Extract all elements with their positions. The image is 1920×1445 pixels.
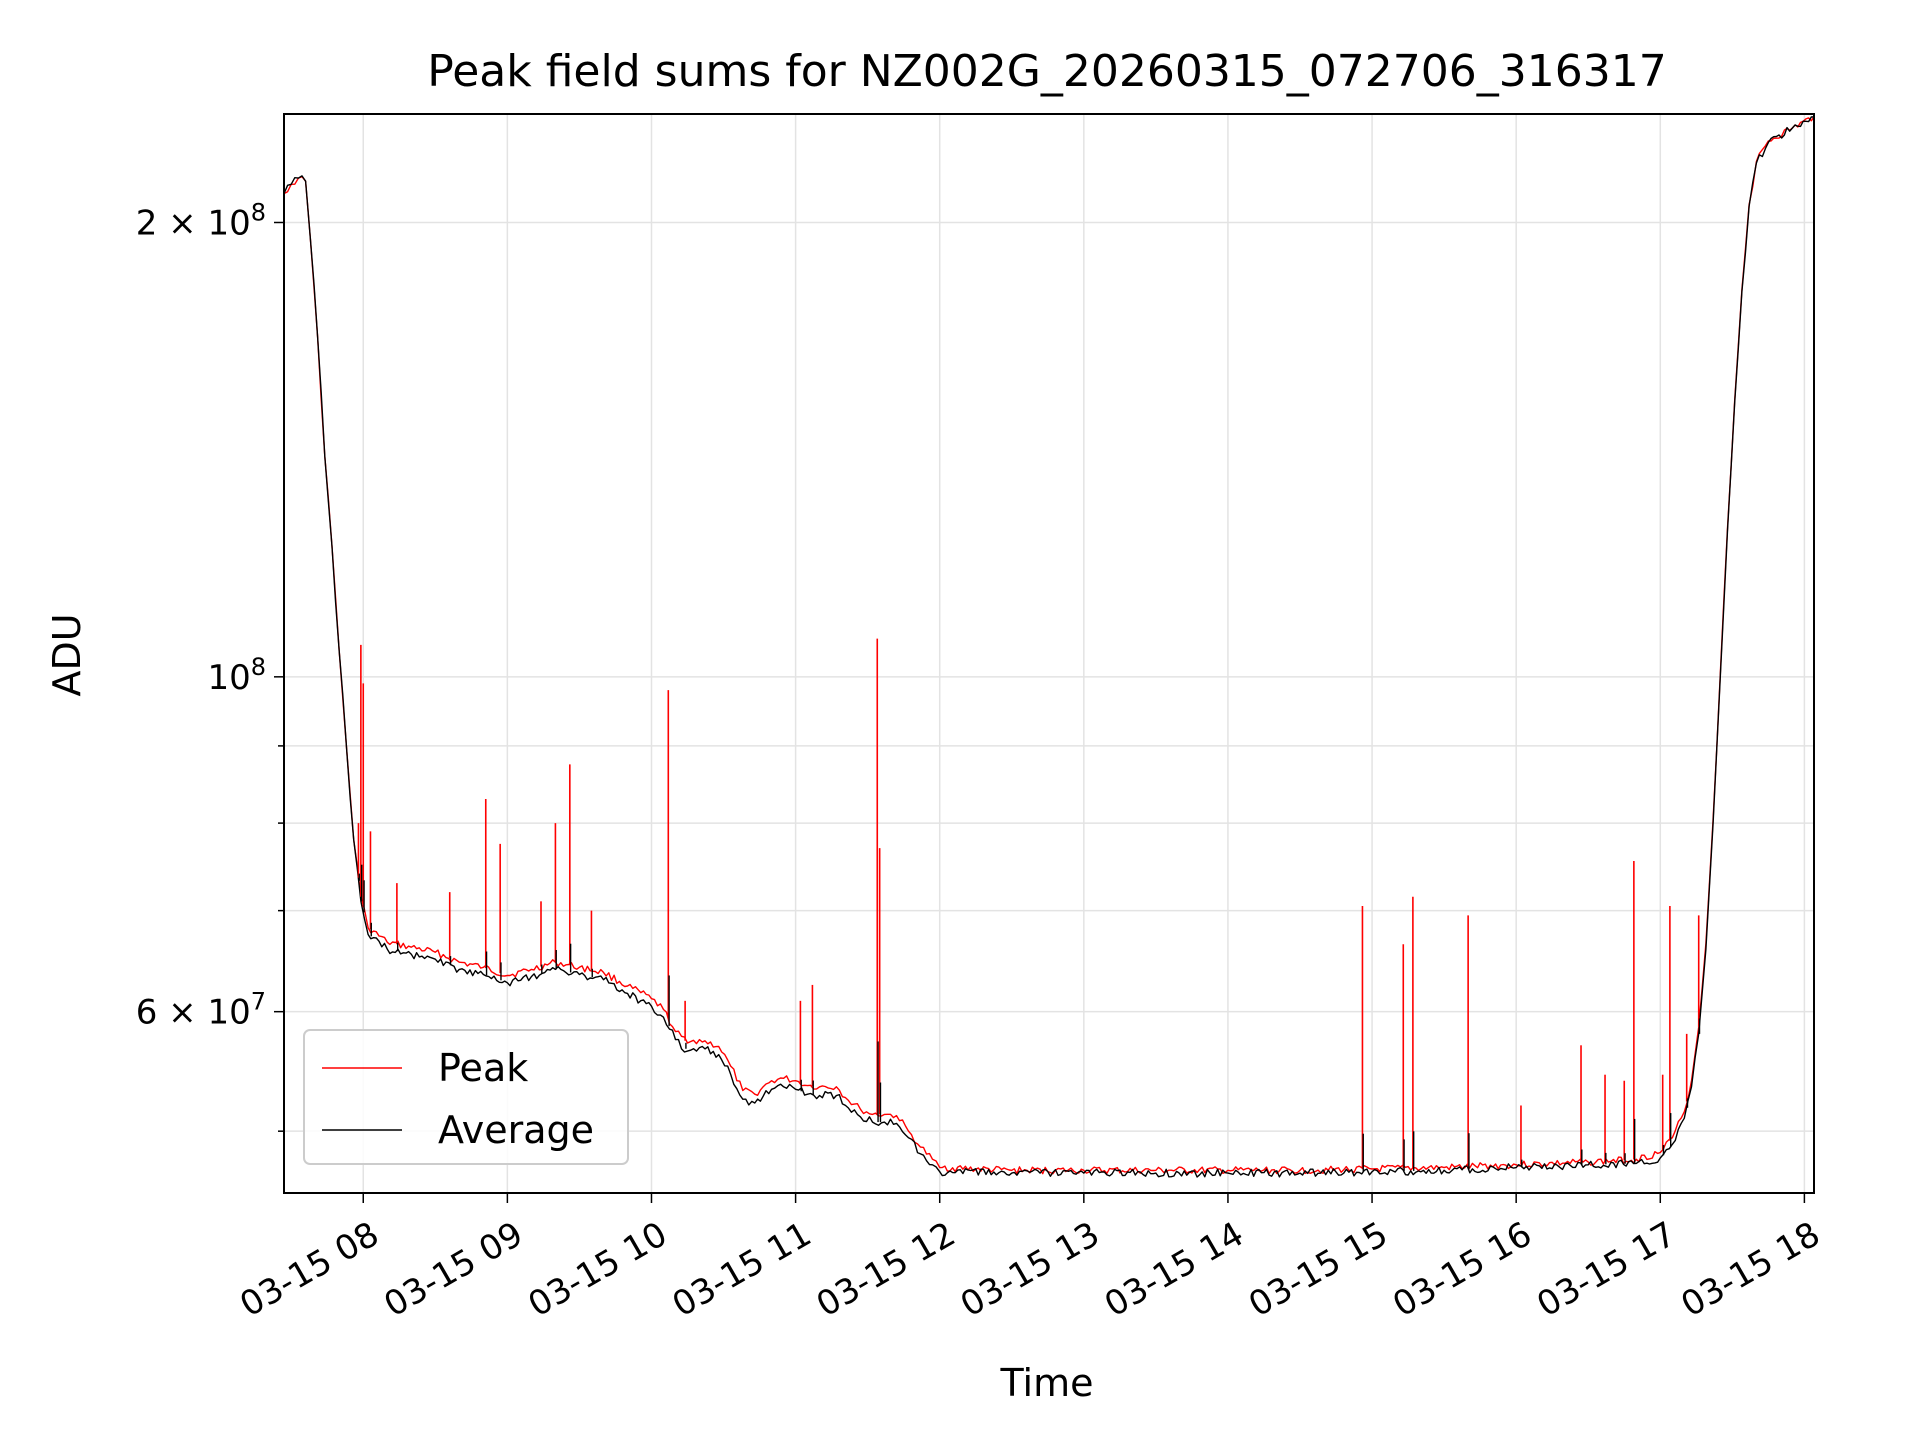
y-tick-label: 2 × 108: [136, 198, 266, 243]
legend-label-average: Average: [438, 1108, 594, 1152]
y-tick-label: 108: [207, 653, 266, 698]
y-tick-times-ten: × 10: [157, 203, 250, 243]
y-tick-exponent: 7: [251, 988, 266, 1016]
y-tick-exponent: 8: [251, 653, 266, 681]
y-tick-label: 6 × 107: [136, 988, 266, 1033]
y-axis-label: ADU: [45, 613, 89, 696]
series-group: [284, 116, 1814, 1178]
average-line: [284, 116, 1814, 1178]
x-axis-label: Time: [1000, 1361, 1094, 1405]
y-tick-mantissa: 2: [136, 203, 158, 243]
y-tick-times-ten: × 10: [157, 993, 250, 1033]
legend-label-peak: Peak: [438, 1046, 528, 1090]
legend: Peak Average: [303, 1029, 629, 1165]
y-tick-ten: 10: [207, 658, 250, 698]
plot-frame: [283, 113, 1815, 1194]
y-tick-mantissa: 6: [136, 993, 158, 1033]
data-layer: [284, 116, 1814, 1178]
peak-line: [284, 116, 1814, 1175]
chart-title: Peak field sums for NZ002G_20260315_0727…: [427, 46, 1666, 97]
grid-layer: [284, 114, 1814, 1193]
y-tick-exponent: 8: [251, 198, 266, 226]
